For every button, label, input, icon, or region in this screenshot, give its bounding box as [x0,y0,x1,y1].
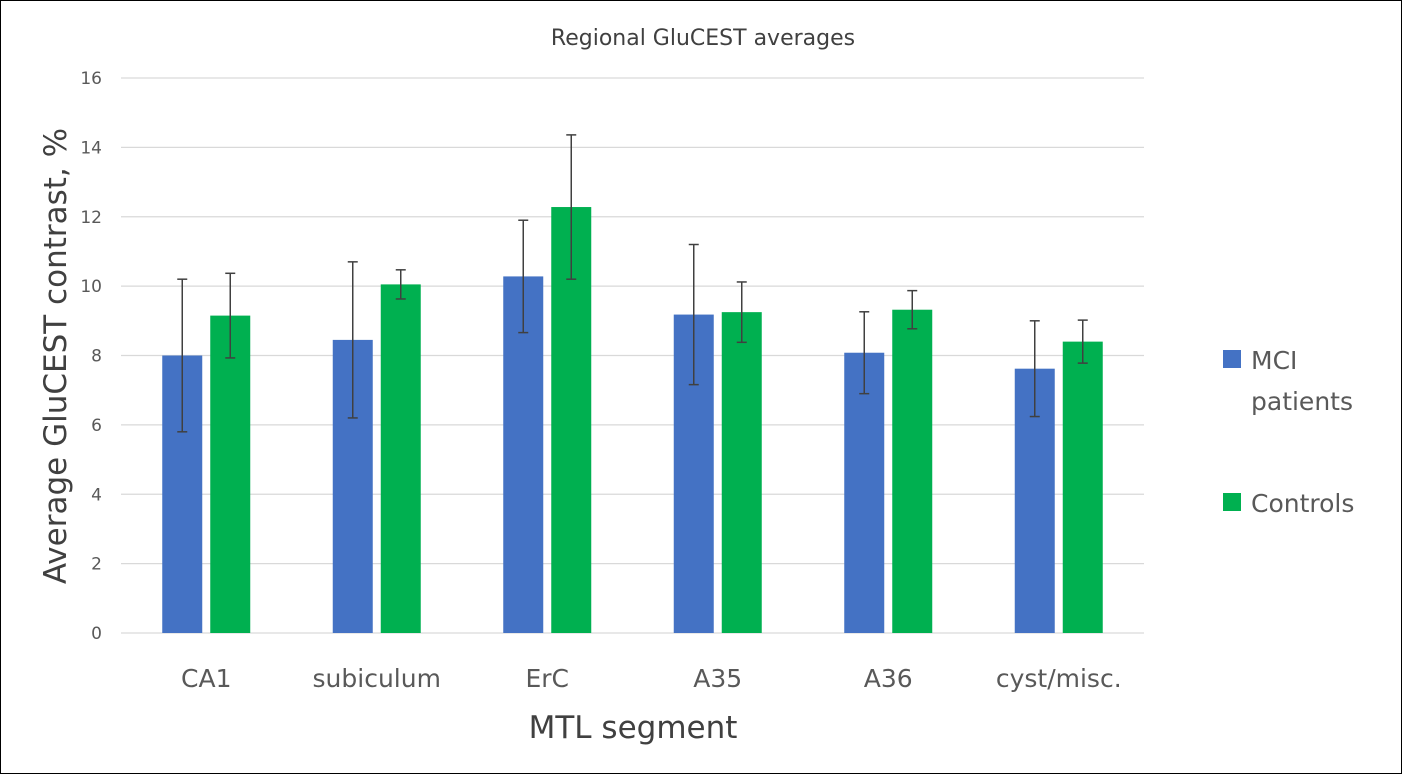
x-tick-label: CA1 [181,664,231,693]
bar [1062,341,1103,633]
y-tick-label: 4 [91,485,102,505]
y-tick-label: 12 [80,208,102,228]
legend-label: MCI [1251,346,1297,375]
bars [162,207,1103,633]
bar [380,284,421,633]
y-tick-label: 0 [91,624,102,644]
legend-label: patients [1251,387,1353,416]
x-tick-label: A35 [693,664,742,693]
chart-title: Regional GluCEST averages [551,26,855,51]
legend-swatch [1223,493,1241,511]
y-axis-label: Average GluCEST contrast, % [38,128,74,584]
x-tick-label: A36 [864,664,913,693]
y-tick-label: 6 [91,416,102,436]
y-tick-label: 16 [80,69,102,89]
x-tick-labels: CA1 subiculum ErC A35 A36 cyst/misc. [181,664,1122,693]
legend: MCI patients Controls [1223,346,1354,518]
bar [210,315,251,633]
y-tick-labels: 0 2 4 6 8 10 12 14 16 [80,69,102,644]
bar [721,312,762,633]
error-bars [177,134,1088,433]
y-tick-label: 8 [91,347,102,367]
legend-label: Controls [1251,489,1354,518]
x-tick-label: subiculum [313,664,441,693]
x-tick-label: ErC [525,664,569,693]
legend-swatch [1223,350,1241,368]
y-tick-label: 10 [80,277,102,297]
bar [844,352,885,633]
x-axis-label: MTL segment [529,710,738,746]
y-tick-label: 14 [80,138,102,158]
gridlines [121,77,1144,634]
bar [892,309,933,633]
y-tick-label: 2 [91,555,102,575]
bar [503,276,544,633]
x-tick-label: cyst/misc. [996,664,1122,693]
